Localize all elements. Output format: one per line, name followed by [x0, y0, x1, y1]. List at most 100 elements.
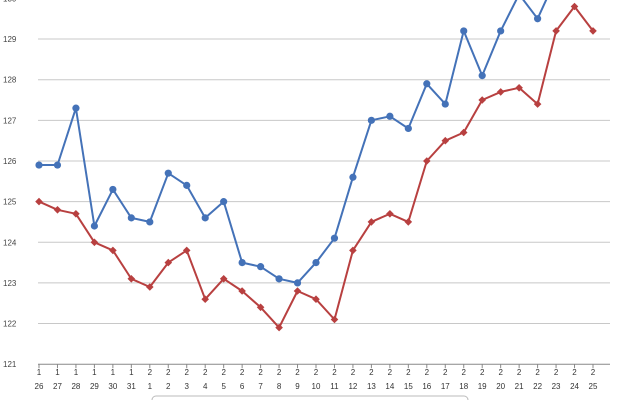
series-2-point — [293, 287, 302, 295]
x-tick-label-day: 12 — [348, 382, 357, 391]
legend-box — [151, 395, 469, 400]
series-2-point — [441, 136, 450, 145]
x-tick-label-month: 2 — [240, 368, 245, 377]
y-tick-label: 122 — [3, 320, 17, 329]
x-tick-label-day: 22 — [533, 382, 542, 391]
x-tick-label-day: 7 — [258, 382, 263, 391]
x-tick-label-month: 2 — [517, 368, 522, 377]
series-2-point — [312, 295, 320, 303]
x-tick-label-month: 2 — [351, 368, 356, 377]
series-1-point — [478, 72, 486, 80]
series-2-point — [570, 2, 579, 11]
series-2-point — [182, 246, 191, 255]
series-1-point — [72, 104, 80, 112]
y-tick-label: 130 — [3, 0, 17, 3]
series-2-point — [256, 303, 265, 312]
series-2-point — [330, 315, 339, 324]
series-1-point — [127, 214, 135, 222]
series-1-point — [534, 15, 542, 23]
x-tick-label-day: 16 — [422, 382, 431, 391]
y-tick-label: 124 — [3, 238, 17, 247]
series-1-point — [386, 112, 394, 120]
series-1-point — [220, 198, 228, 206]
x-tick-label-month: 2 — [554, 368, 559, 377]
x-tick-label-month: 2 — [185, 368, 190, 377]
x-tick-label-month: 2 — [314, 368, 319, 377]
series-1-point — [312, 258, 320, 267]
series-1-point — [441, 100, 449, 108]
x-tick-label-month: 2 — [258, 368, 263, 377]
x-tick-label-month: 2 — [295, 368, 300, 377]
y-tick-label: 121 — [3, 360, 17, 369]
x-tick-label-month: 2 — [332, 368, 337, 377]
series-1-point — [497, 27, 505, 35]
x-tick-label-day: 23 — [552, 382, 561, 391]
series-1-point — [330, 234, 339, 242]
x-tick-label-month: 2 — [203, 368, 208, 377]
series-2-point — [72, 210, 80, 218]
x-tick-label-day: 11 — [330, 382, 339, 391]
series-2-point — [404, 218, 413, 226]
y-axis: 121 122 123 124 125 126 127 128 129 130 — [3, 0, 17, 369]
x-tick-label-day: 3 — [185, 382, 190, 391]
x-tick-label-month: 1 — [74, 368, 79, 377]
x-tick-label-month: 1 — [92, 368, 97, 377]
x-tick-label-month: 1 — [111, 368, 116, 377]
series-1-point — [183, 181, 191, 189]
x-tick-label-month: 1 — [55, 368, 60, 377]
y-tick-label: 128 — [3, 76, 17, 85]
x-tick-label-month: 2 — [388, 368, 393, 377]
x-tick-label-day: 30 — [108, 382, 117, 391]
series-2-point — [238, 287, 246, 295]
series-2-point — [109, 246, 117, 255]
x-tick-label-day: 13 — [367, 382, 376, 391]
x-tick-label-day: 2 — [166, 382, 171, 391]
series-2-point — [515, 84, 523, 92]
series-2-point — [275, 323, 283, 332]
y-tick-label: 127 — [3, 116, 17, 125]
series-2-point — [552, 27, 560, 35]
x-tick-label-day: 5 — [221, 382, 226, 391]
x-tick-label-day: 27 — [53, 382, 62, 391]
x-axis: 1261271281291301312122232425262728292102… — [35, 363, 610, 391]
x-tick-label-month: 2 — [572, 368, 577, 377]
x-tick-label-day: 31 — [127, 382, 136, 391]
x-tick-label-day: 14 — [385, 382, 394, 391]
series-2-point — [423, 157, 431, 165]
series-1-point — [460, 27, 468, 35]
x-tick-label-month: 2 — [443, 368, 448, 377]
series-2-point — [386, 210, 394, 218]
series-2-point — [496, 88, 505, 96]
x-tick-label-day: 20 — [496, 382, 505, 391]
series-1-point — [109, 185, 117, 194]
x-tick-label-month: 2 — [591, 368, 596, 377]
grid-lines — [38, 38, 610, 325]
x-tick-label-day: 8 — [277, 382, 282, 391]
x-tick-label-day: 24 — [570, 382, 579, 391]
series-1-point — [293, 279, 302, 287]
series-1-point — [404, 124, 412, 133]
series-2-point — [201, 295, 209, 303]
x-tick-label-day: 29 — [90, 382, 99, 391]
x-tick-label-day: 25 — [589, 382, 598, 391]
series-1-point — [53, 161, 62, 169]
series-2-point — [146, 283, 154, 291]
series-1-point — [367, 116, 375, 124]
y-tick-label: 126 — [3, 157, 17, 166]
series-1-point — [146, 218, 154, 226]
x-tick-label-day: 18 — [459, 382, 468, 391]
x-tick-label-month: 2 — [277, 368, 282, 377]
x-tick-label-month: 2 — [148, 368, 153, 377]
series-2-point — [127, 275, 136, 283]
series-1-line — [39, 0, 548, 284]
series-2-point — [219, 275, 228, 283]
x-tick-label-month: 2 — [166, 368, 171, 377]
series-2-point — [164, 258, 173, 267]
x-tick-label-month: 2 — [498, 368, 503, 377]
series-1-point — [423, 80, 431, 88]
x-tick-label-month: 2 — [369, 368, 374, 377]
x-tick-label-month: 1 — [129, 368, 134, 377]
x-tick-label-day: 28 — [71, 382, 80, 391]
series-2-point — [367, 218, 376, 226]
series-1-point — [201, 214, 209, 222]
